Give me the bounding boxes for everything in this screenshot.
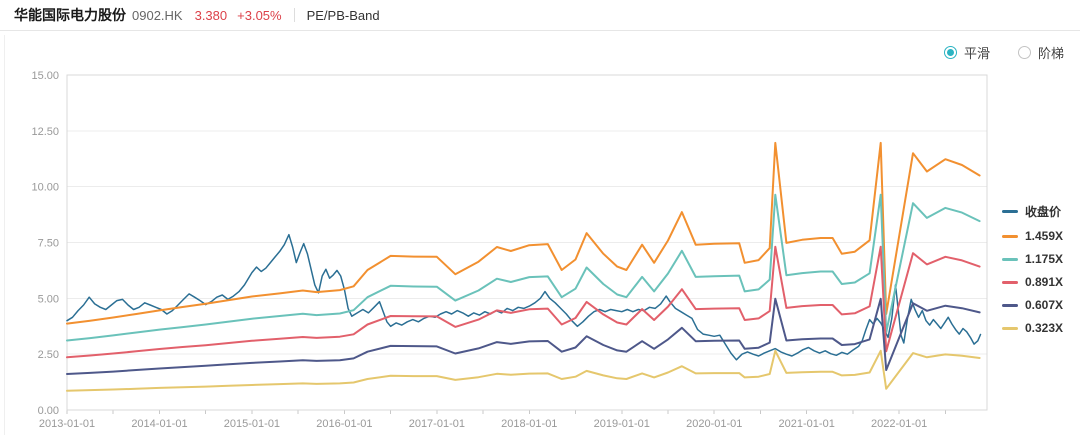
series-band-0.891X [66, 245, 981, 359]
y-axis-tick-label: 5.00 [38, 293, 59, 305]
stock-ticker: 0902.HK [132, 7, 183, 23]
card-left-edge [4, 35, 5, 435]
radio-step[interactable]: 阶梯 [1017, 43, 1064, 62]
radio-smooth[interactable]: 平滑 [943, 43, 990, 62]
radio-step-label: 阶梯 [1037, 46, 1064, 61]
series-close-price [66, 233, 982, 361]
y-axis-tick-label: 2.50 [38, 349, 59, 361]
plot-border [66, 74, 988, 411]
header-divider [293, 8, 295, 22]
x-axis-tick-label: 2022-01-01 [871, 418, 927, 430]
y-axis-tick-label: 0.00 [38, 405, 59, 417]
legend-item-0.891X[interactable]: 0.891X [1002, 275, 1063, 289]
legend-item-1.459X[interactable]: 1.459X [1002, 229, 1063, 243]
stock-change-percent: +3.05% [237, 7, 282, 23]
legend-line-swatch [1002, 326, 1018, 330]
chart-legend: 收盘价 1.459X 1.175X 0.891X 0.607X 0.323X [1002, 203, 1063, 335]
x-axis-tick-label: 2014-01-01 [131, 418, 187, 430]
radio-step-icon[interactable] [1017, 46, 1031, 59]
legend-item-1.175X[interactable]: 1.175X [1002, 252, 1063, 266]
stock-price: 3.380 [194, 7, 228, 23]
legend-line-swatch [1002, 303, 1018, 307]
x-axis-tick-label: 2017-01-01 [409, 418, 465, 430]
legend-line-swatch [1002, 257, 1018, 261]
stock-header: 华能国际电力股份 0902.HK 3.380 +3.05% PE/PB-Band [0, 0, 1080, 31]
chart-type-title: PE/PB-Band [306, 7, 380, 23]
x-axis-tick-label: 2021-01-01 [779, 418, 835, 430]
y-axis-tick-label: 10.00 [31, 182, 59, 194]
pe-pb-band-chart: 0.00 2.50 5.00 7.50 10.00 12.50 15.00 2013-01-0… [31, 70, 988, 430]
y-axis-tick-label: 12.50 [31, 126, 59, 138]
series-band-1.459X [66, 141, 981, 325]
radio-smooth-icon[interactable] [943, 46, 957, 59]
legend-item-0.607X[interactable]: 0.607X [1002, 298, 1063, 312]
legend-label: 1.175X [1025, 252, 1064, 266]
stock-name: 华能国际电力股份 [14, 7, 126, 23]
x-axis-tick-label: 2020-01-01 [686, 418, 742, 430]
legend-item-收盘价[interactable]: 收盘价 [1002, 203, 1063, 220]
y-axis-tick-label: 15.00 [31, 70, 59, 82]
x-axis-tick-label: 2016-01-01 [316, 418, 372, 430]
legend-label: 0.323X [1025, 321, 1064, 335]
legend-label: 0.607X [1025, 298, 1064, 312]
chart-card: 平滑 阶梯 0.00 2.50 5.00 7.50 10.00 12.50 15.00 201… [0, 31, 1080, 435]
legend-line-swatch [1002, 280, 1018, 284]
grid-lines [66, 74, 987, 414]
y-axis-tick-label: 7.50 [38, 238, 59, 250]
legend-label: 1.459X [1025, 229, 1064, 243]
series-band-0.607X [66, 297, 981, 375]
series-band-1.175X [66, 193, 981, 342]
legend-line-swatch [1002, 234, 1018, 238]
line-style-controls: 平滑 阶梯 [943, 43, 1064, 62]
legend-item-0.323X[interactable]: 0.323X [1002, 321, 1063, 335]
x-axis-tick-label: 2019-01-01 [594, 418, 650, 430]
legend-line-swatch [1002, 210, 1018, 213]
x-axis-tick-label: 2015-01-01 [224, 418, 280, 430]
x-axis-tick-label: 2018-01-01 [501, 418, 557, 430]
radio-smooth-label: 平滑 [963, 46, 990, 61]
legend-label: 0.891X [1025, 275, 1064, 289]
x-axis-tick-label: 2013-01-01 [39, 418, 95, 430]
legend-label: 收盘价 [1025, 205, 1062, 219]
series-band-0.323X [66, 349, 981, 392]
